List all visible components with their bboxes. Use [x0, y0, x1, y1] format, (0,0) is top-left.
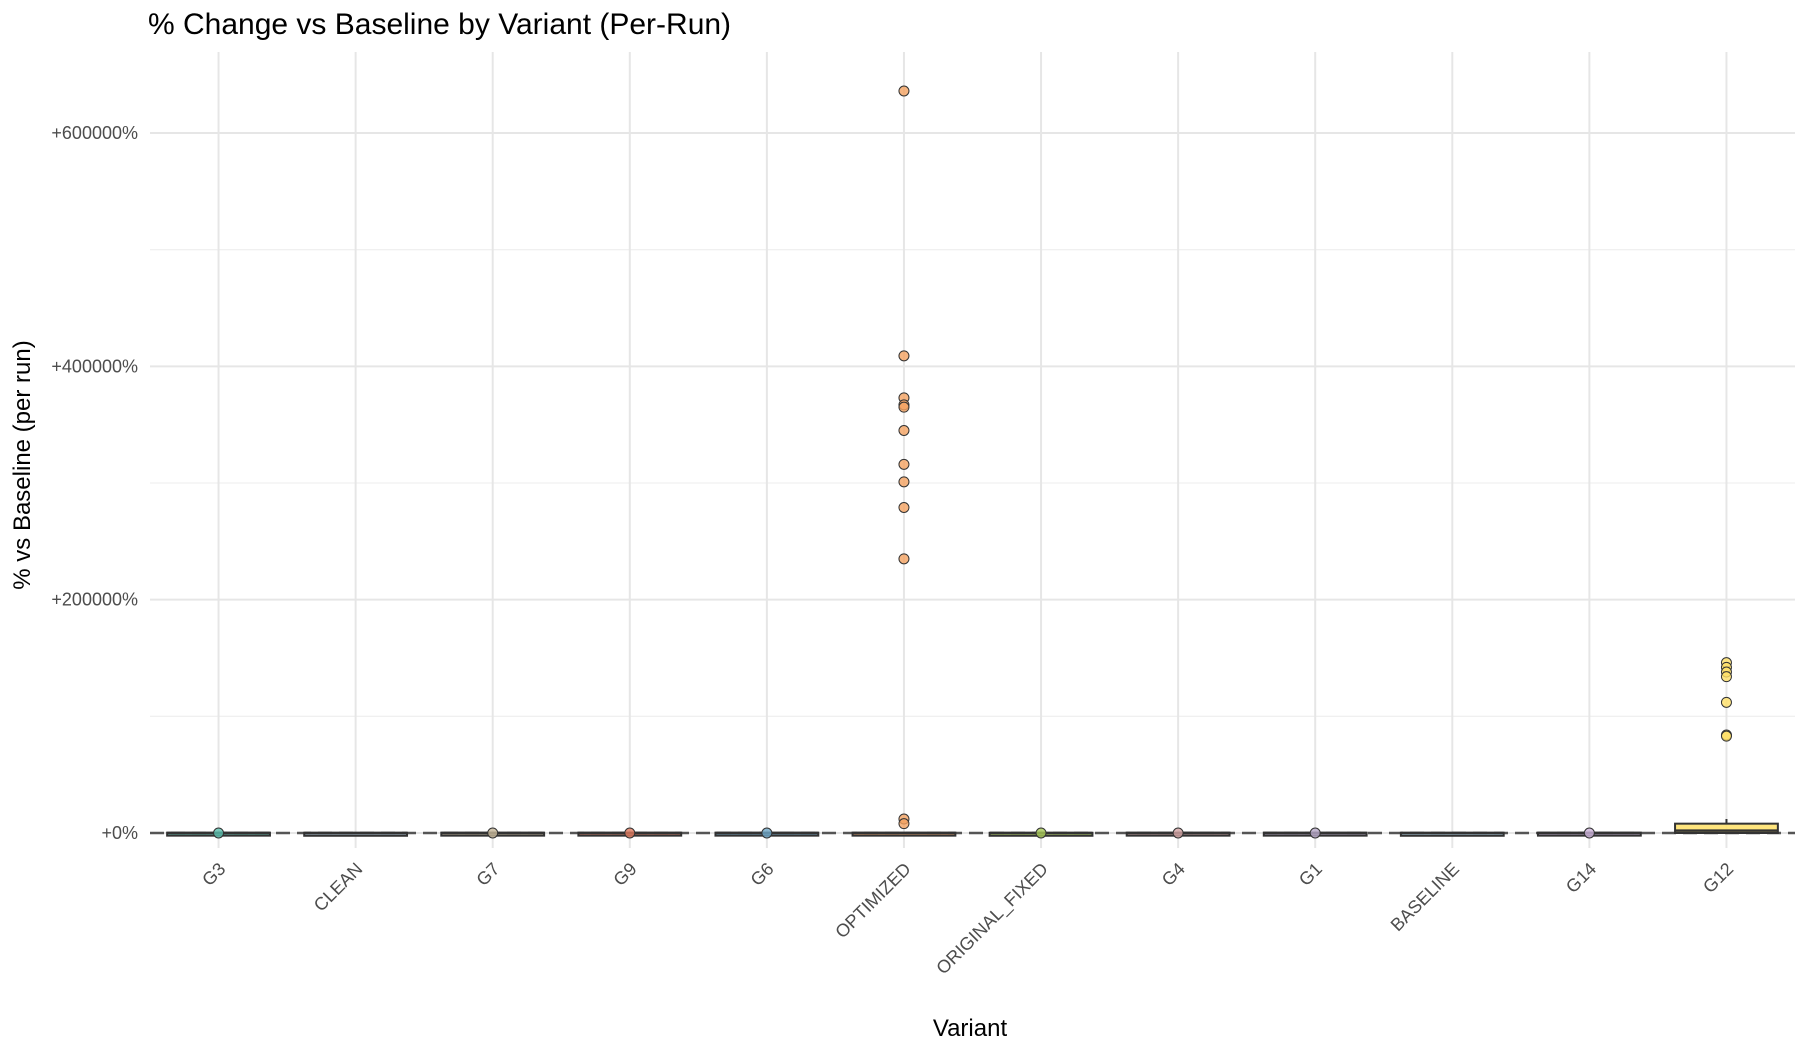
outlier-point	[487, 827, 499, 839]
outlier-point	[1583, 827, 1595, 839]
outlier-point	[213, 827, 225, 839]
x-tick-label: CLEAN	[310, 859, 367, 916]
outlier-point	[898, 350, 910, 362]
box-group	[1125, 827, 1231, 839]
x-tick-labels: G3 CLEAN G7 G9 G6 OPTIMIZED ORIGINAL_FIXED G4 G1…	[198, 859, 1737, 979]
outlier-point	[1309, 827, 1321, 839]
box	[1674, 822, 1779, 835]
x-tick-label: G1	[1295, 859, 1326, 890]
outlier-point	[898, 818, 910, 830]
outlier-point	[761, 827, 773, 839]
boxes	[166, 85, 1779, 839]
outlier-point	[1720, 696, 1732, 708]
y-tick-label: +600000%	[51, 123, 138, 143]
box-group	[1262, 827, 1368, 839]
x-tick-label: G6	[747, 859, 778, 890]
box-group	[577, 827, 683, 839]
x-tick-label: BASELINE	[1387, 859, 1463, 935]
y-tick-label: +200000%	[51, 590, 138, 610]
x-tick-label: G9	[609, 859, 640, 890]
chart-title: % Change vs Baseline by Variant (Per-Run…	[148, 8, 731, 41]
box-group	[440, 827, 546, 839]
outlier-point	[898, 476, 910, 488]
box-group	[851, 85, 957, 837]
box-group	[1674, 657, 1779, 835]
outlier-point	[898, 458, 910, 470]
outlier-point	[898, 85, 910, 97]
x-tick-label: G14	[1562, 859, 1600, 897]
x-tick-label: ORIGINAL_FIXED	[932, 859, 1052, 979]
outlier-point	[898, 401, 910, 413]
box-group	[1536, 827, 1642, 839]
y-tick-label: +400000%	[51, 356, 138, 376]
outlier-point	[898, 425, 910, 436]
outlier-point	[898, 553, 910, 565]
outlier-point	[624, 827, 636, 839]
x-tick-label: G3	[198, 859, 229, 890]
x-tick-label: G7	[472, 859, 503, 890]
y-axis-title: % vs Baseline (per run)	[9, 340, 36, 589]
x-axis-title: Variant	[933, 1015, 1008, 1042]
box-group	[1399, 831, 1505, 837]
box-group	[303, 831, 409, 837]
outlier-point	[1172, 827, 1184, 839]
box-group	[166, 827, 271, 839]
outlier-point	[898, 502, 910, 513]
y-tick-labels: +0% +200000% +400000% +600000%	[51, 123, 138, 843]
x-tick-label: G12	[1699, 859, 1737, 897]
box-group	[714, 827, 820, 839]
y-tick-label: +0%	[101, 823, 138, 843]
grid	[150, 52, 1795, 848]
outlier-point	[1035, 827, 1047, 839]
outlier-point	[1720, 671, 1732, 683]
outlier-point	[1720, 730, 1732, 742]
box-group	[988, 827, 1094, 839]
x-tick-label: OPTIMIZED	[831, 859, 914, 942]
x-tick-label: G4	[1158, 859, 1189, 890]
